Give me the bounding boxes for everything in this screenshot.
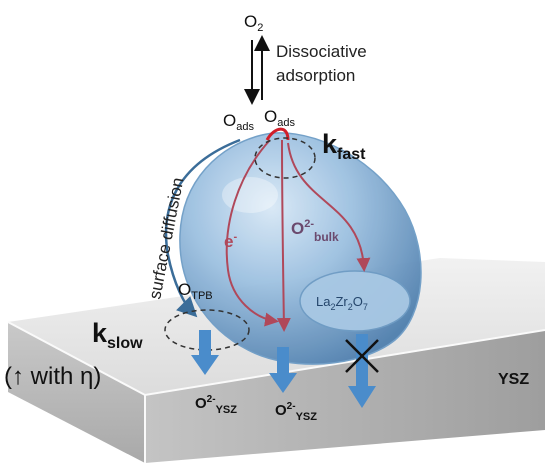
dissociative-adsorption-label: Dissociative adsorption: [276, 42, 371, 85]
kfast-dashed-region: [254, 137, 316, 179]
slab-front-face: [8, 322, 145, 463]
blocked-cross-icon: [345, 339, 379, 373]
electron-label: e-: [224, 231, 237, 251]
kslow-label: kslow: [92, 318, 143, 352]
electron-path: [225, 139, 279, 327]
la2zr2o7-label: La2Zr2O7: [316, 294, 368, 312]
otpb-label: OTPB: [178, 280, 213, 302]
surface-diffusion-arrow: [164, 138, 241, 318]
la2zr2o7-path: [287, 142, 371, 272]
ysz-label: YSZ: [498, 371, 529, 388]
la2zr2o7-part: 2: [330, 302, 335, 312]
la2zr2o7-part: 2: [348, 302, 353, 312]
o2-label: O2: [244, 12, 263, 34]
bulk-down-arrow: [269, 347, 297, 393]
o2-bulk-label: O2-bulk: [291, 218, 339, 244]
kslow-dashed-region: [164, 309, 250, 351]
o2-ysz-left-label: O2-YSZ: [195, 394, 237, 416]
kfast-label: kfast: [322, 129, 366, 163]
slab-side-face: [145, 330, 545, 463]
blocked-down-arrow: [348, 334, 376, 408]
particle: [179, 132, 422, 365]
la2zr2o7-inclusion: [299, 270, 411, 332]
la2zr2o7-part: O: [353, 294, 363, 309]
bulk-oxygen-path: [276, 139, 291, 332]
oads-right-label: Oads: [264, 107, 295, 129]
o2-ysz-center-label: O2-YSZ: [275, 401, 317, 423]
la2zr2o7-part: Zr: [335, 294, 348, 309]
bulk-pathways: [225, 127, 371, 332]
tpb-down-arrow: [191, 330, 219, 375]
ysz-transfer-arrows: [191, 330, 379, 408]
kfast-red-curve: [265, 127, 290, 141]
la2zr2o7-part: 7: [363, 302, 368, 312]
kslow-note-label: (↑ with η): [4, 363, 101, 390]
particle-highlight: [222, 177, 278, 213]
la2zr2o7-part: La: [316, 294, 331, 309]
oads-left-label: Oads: [223, 111, 254, 133]
